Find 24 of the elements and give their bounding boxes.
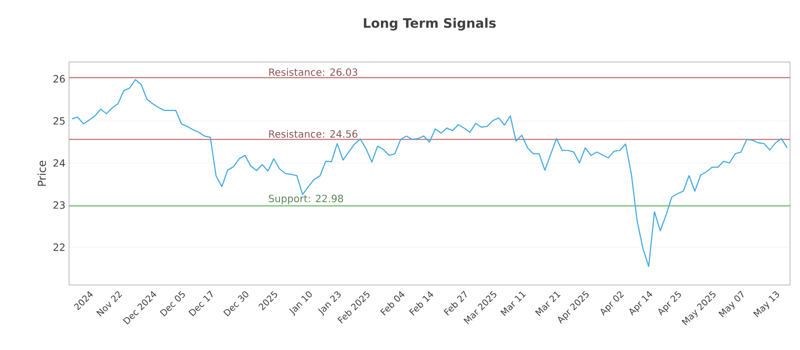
x-tick-label: Dec 30 (223, 291, 248, 316)
x-tick-label: Nov 22 (96, 291, 122, 317)
x-tick-label: Feb 04 (380, 291, 404, 316)
ref-line-label: Resistance: 24.56 (269, 130, 358, 138)
x-tick-label: Apr 14 (629, 291, 652, 316)
ref-line-label: Resistance: 26.03 (269, 68, 358, 76)
y-tick-label: 23 (54, 201, 65, 209)
x-tick-label: Dec 05 (160, 290, 185, 316)
x-tick-label: Jan 10 (289, 291, 312, 316)
y-axis-title: Price (37, 160, 46, 186)
x-tick-label: Apr 02 (600, 291, 624, 316)
ref-line-label: Support: 22.98 (268, 194, 344, 204)
x-tick-label: Jan 23 (318, 291, 341, 316)
chart-title: Long Term Signals (364, 18, 496, 31)
x-tick-label: Mar 21 (535, 292, 561, 316)
x-tick-label: Mar 11 (500, 292, 526, 316)
x-tick-label: Apr 25 (658, 290, 681, 316)
x-tick-label: Feb 27 (444, 290, 467, 316)
y-tick-label: 26 (54, 75, 65, 83)
x-tick-label: Dec 17 (188, 290, 213, 316)
y-tick-label: 24 (54, 159, 65, 167)
y-tick-label: 22 (54, 243, 64, 251)
x-tick-label: Feb 14 (409, 291, 434, 316)
y-tick-label: 25 (54, 117, 65, 125)
